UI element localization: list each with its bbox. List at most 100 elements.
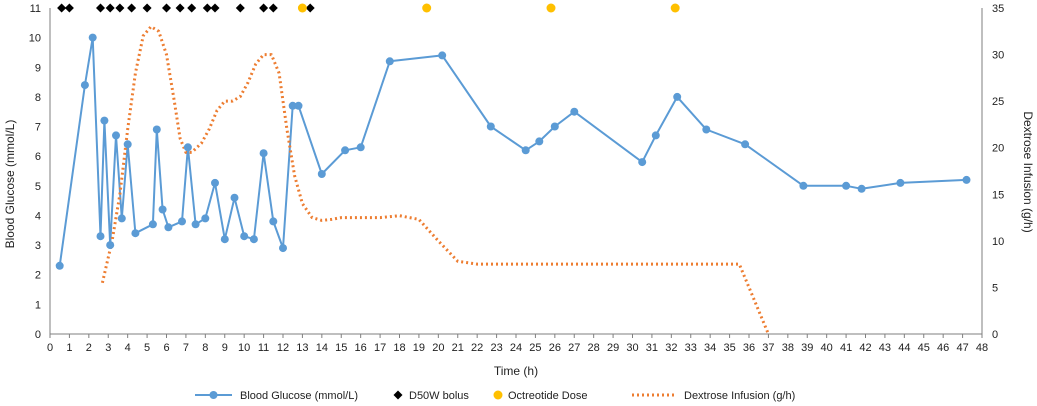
blood-glucose-point <box>88 33 97 42</box>
y-axis-title: Blood Glucose (mmol/L) <box>3 120 17 249</box>
d50w-bolus-marker <box>127 3 137 13</box>
y-tick-label: 7 <box>35 122 41 134</box>
blood-glucose-point <box>842 181 851 190</box>
d50w-bolus-marker <box>305 3 315 13</box>
y2-tick-label: 0 <box>992 329 998 341</box>
blood-glucose-point <box>183 143 192 152</box>
legend-dextrose-label: Dextrose Infusion (g/h) <box>684 390 795 402</box>
x-tick-label: 7 <box>183 342 189 354</box>
x-tick-label: 29 <box>607 342 619 354</box>
x-tick-label: 0 <box>47 342 53 354</box>
blood-glucose-point <box>158 205 167 214</box>
blood-glucose-point <box>702 125 711 134</box>
blood-glucose-point <box>117 214 126 223</box>
d50w-bolus-marker <box>57 3 67 13</box>
x-tick-label: 41 <box>840 342 852 354</box>
d50w-bolus-marker <box>64 3 74 13</box>
y-tick-label: 6 <box>35 151 41 163</box>
x-tick-label: 23 <box>490 342 502 354</box>
blood-glucose-point <box>799 181 808 190</box>
blood-glucose-point <box>112 131 120 140</box>
x-tick-label: 32 <box>665 342 677 354</box>
x-tick-label: 15 <box>335 342 347 354</box>
series-layer <box>58 25 967 335</box>
x-tick-label: 45 <box>918 342 930 354</box>
blood-glucose-point <box>535 137 544 146</box>
x-tick-label: 48 <box>976 342 988 354</box>
blood-glucose-point <box>100 116 109 125</box>
blood-glucose-point <box>638 158 647 167</box>
d50w-bolus-marker <box>162 3 171 13</box>
x-tick-label: 22 <box>471 342 483 354</box>
legend-glucose-marker <box>209 391 218 399</box>
marker-layer <box>55 3 971 270</box>
blood-glucose-point <box>249 235 258 244</box>
d50w-bolus-marker <box>175 3 185 13</box>
legend-item-octreotide: Octreotide Dose <box>493 390 587 402</box>
octreotide-dose-marker <box>297 3 307 13</box>
d50w-bolus-marker <box>142 3 152 13</box>
x-tick-label: 12 <box>277 342 289 354</box>
blood-glucose-point <box>317 170 326 178</box>
blood-glucose-point <box>230 193 239 202</box>
blood-glucose-point <box>962 175 971 184</box>
blood-glucose-point <box>178 217 186 226</box>
blood-glucose-point <box>385 57 394 66</box>
d50w-bolus-marker <box>96 3 105 13</box>
x-tick-label: 17 <box>374 342 386 354</box>
x-tick-label: 20 <box>432 342 444 354</box>
y-tick-label: 2 <box>35 270 41 282</box>
blood-glucose-point <box>438 51 447 60</box>
y-tick-label: 3 <box>35 240 41 252</box>
x-tick-label: 25 <box>529 342 541 354</box>
x-tick-label: 28 <box>588 342 600 354</box>
blood-glucose-point <box>106 241 115 250</box>
y-tick-label: 8 <box>35 92 41 104</box>
blood-glucose-point <box>651 131 660 140</box>
y2-tick-label: 20 <box>992 143 1004 155</box>
x-tick-label: 26 <box>549 342 561 354</box>
d50w-bolus-marker <box>105 3 115 13</box>
d50w-bolus-marker <box>202 3 212 13</box>
x-tick-label: 5 <box>144 342 150 354</box>
blood-glucose-point <box>857 184 866 193</box>
x-axis-title: Time (h) <box>494 364 538 378</box>
blood-glucose-point <box>123 140 132 149</box>
blood-glucose-point <box>164 223 173 232</box>
x-tick-label: 46 <box>937 342 949 354</box>
blood-glucose-point <box>211 178 219 187</box>
blood-glucose-point <box>521 146 530 155</box>
blood-glucose-point <box>269 217 278 226</box>
x-tick-label: 16 <box>355 342 367 354</box>
x-tick-label: 1 <box>66 342 72 354</box>
blood-glucose-point <box>741 140 750 149</box>
y-tick-label: 0 <box>35 329 41 341</box>
y2-tick-label: 15 <box>992 189 1004 201</box>
y2-tick-label: 10 <box>992 236 1004 248</box>
axis-layer: 0 1 2 3 4 5 6 7 8 9 10 11 12 13 14 15 16 17 18 19 20 21 22 23 24… <box>29 3 1005 354</box>
x-tick-label: 21 <box>452 342 464 354</box>
x-tick-label: 2 <box>86 342 92 354</box>
x-tick-label: 37 <box>762 342 774 354</box>
x-tick-label: 18 <box>393 342 405 354</box>
blood-glucose-point <box>341 146 350 155</box>
blood-glucose-point <box>240 232 249 241</box>
blood-glucose-point <box>570 107 579 116</box>
blood-glucose-point <box>288 101 297 110</box>
x-tick-label: 31 <box>646 342 658 354</box>
x-tick-label: 44 <box>898 342 910 354</box>
blood-glucose-point <box>191 220 200 229</box>
y2-tick-label: 30 <box>992 50 1004 62</box>
y2-tick-label: 5 <box>992 282 998 294</box>
blood-glucose-point <box>131 229 140 238</box>
y2-axis-title: Dextrose Infusion (g/h) <box>1021 111 1035 232</box>
legend-octreotide-label: Octreotide Dose <box>508 390 587 402</box>
x-tick-label: 38 <box>782 342 794 354</box>
blood-glucose-point <box>279 244 287 253</box>
x-tick-label: 40 <box>821 342 833 354</box>
x-tick-label: 30 <box>626 342 638 354</box>
blood-glucose-point <box>96 232 105 241</box>
x-tick-label: 33 <box>685 342 697 354</box>
x-tick-label: 13 <box>296 342 308 354</box>
